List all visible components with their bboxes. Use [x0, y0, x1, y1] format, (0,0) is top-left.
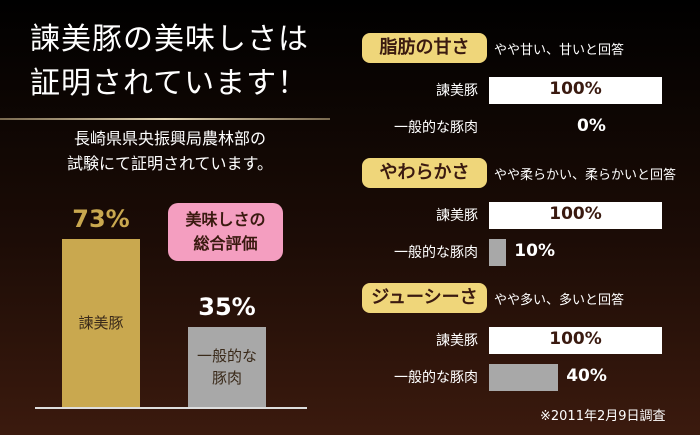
- bar-category: 一般的な 豚肉: [196, 346, 257, 387]
- bar: [489, 364, 559, 391]
- section-desc: やや甘い、甘いと回答: [494, 43, 625, 58]
- value-label: 100%: [549, 329, 602, 349]
- row-label: 一般的な豚肉: [394, 370, 478, 386]
- baseline: [35, 407, 307, 409]
- bar: [489, 239, 507, 266]
- value-label: 73%: [72, 205, 130, 234]
- value-label: 100%: [549, 204, 602, 224]
- value-label: 35%: [198, 292, 256, 321]
- bar: [188, 326, 266, 407]
- value-label: 0%: [577, 116, 606, 136]
- note: ※2011年2月9日調査: [540, 409, 666, 424]
- section-label: やわらかさ: [362, 158, 487, 188]
- callout: 美味しさの 総合評価: [168, 203, 283, 261]
- row-label: 一般的な豚肉: [394, 245, 478, 261]
- value-label: 10%: [514, 241, 555, 261]
- section-label: 脂肪の甘さ: [362, 33, 487, 63]
- bar-category: 諫美豚: [78, 314, 124, 333]
- row-label: 諫美豚: [436, 83, 478, 99]
- title: 諫美豚の美味しさは 証明されています！: [30, 22, 309, 101]
- row-label: 一般的な豚肉: [394, 120, 478, 136]
- section-desc: やや多い、多いと回答: [494, 293, 625, 308]
- bar: [489, 327, 662, 354]
- bar: [489, 77, 662, 104]
- bar: [62, 239, 140, 407]
- row-label: 諫美豚: [436, 333, 478, 349]
- row-label: 諫美豚: [436, 208, 478, 224]
- section-desc: やや柔らかい、柔らかいと回答: [494, 168, 677, 183]
- divider: [0, 118, 330, 120]
- subtitle: 長崎県県央振興局農林部の 試験にて証明されています。: [67, 129, 273, 173]
- value-label: 100%: [549, 79, 602, 99]
- bar: [489, 202, 662, 229]
- section-label: ジューシーさ: [362, 283, 487, 313]
- value-label: 40%: [566, 366, 607, 386]
